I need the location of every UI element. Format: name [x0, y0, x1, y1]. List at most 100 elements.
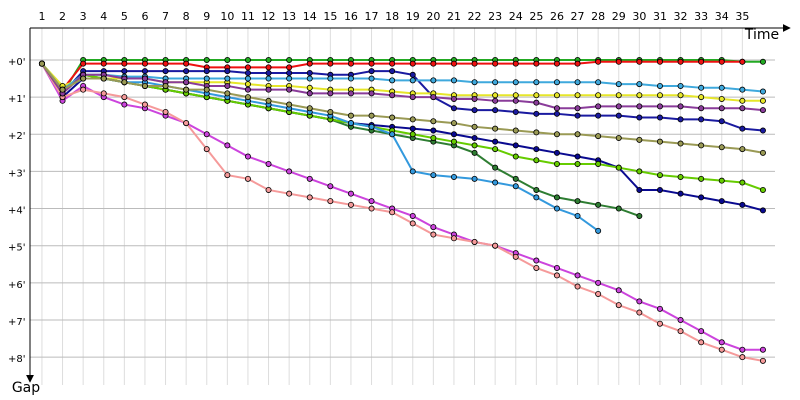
y-tick-label: +6' [8, 280, 26, 291]
data-point [244, 175, 251, 182]
data-point [718, 58, 725, 65]
data-point [203, 75, 210, 82]
data-point [553, 160, 560, 167]
data-point [368, 60, 375, 67]
y-tick-label: +0' [8, 57, 26, 68]
data-point [698, 105, 705, 112]
data-point [471, 107, 478, 114]
data-point [347, 75, 354, 82]
x-tick-label: 11 [241, 10, 255, 23]
data-point [512, 79, 519, 86]
data-point [141, 82, 148, 89]
data-point [121, 79, 128, 86]
data-point [265, 64, 272, 71]
x-tick-label: 29 [612, 10, 626, 23]
data-point [656, 320, 663, 327]
data-point [595, 92, 602, 99]
data-point [224, 90, 231, 97]
x-tick-label: 25 [529, 10, 543, 23]
x-tick-label: 17 [365, 10, 379, 23]
data-point [595, 201, 602, 208]
data-point [574, 283, 581, 290]
data-point [80, 86, 87, 93]
y-tick-label: +8' [8, 354, 26, 365]
data-point [141, 101, 148, 108]
data-point [615, 302, 622, 309]
data-point [389, 209, 396, 216]
data-point [698, 142, 705, 149]
data-point [244, 81, 251, 88]
x-tick-label: 19 [406, 10, 420, 23]
series-line [41, 63, 764, 132]
data-point [409, 60, 416, 67]
data-point [121, 101, 128, 108]
x-tick-label: 9 [203, 10, 210, 23]
data-point [244, 94, 251, 101]
data-point [739, 346, 746, 353]
data-point [244, 56, 251, 63]
data-point [759, 357, 766, 364]
data-point [286, 168, 293, 175]
x-tick-label: 32 [674, 10, 688, 23]
data-point [100, 60, 107, 67]
data-point [183, 60, 190, 67]
data-point [512, 60, 519, 67]
data-point [698, 84, 705, 91]
data-point [656, 138, 663, 145]
data-point [656, 305, 663, 312]
data-point [347, 201, 354, 208]
x-tick-label: 1 [38, 10, 45, 23]
data-point [512, 108, 519, 115]
data-point [574, 160, 581, 167]
data-point [677, 140, 684, 147]
data-point [286, 101, 293, 108]
data-point [389, 60, 396, 67]
data-point [677, 116, 684, 123]
x-tick-label: 12 [262, 10, 276, 23]
data-point [471, 60, 478, 67]
data-point [677, 316, 684, 323]
data-point [347, 190, 354, 197]
data-point [739, 179, 746, 186]
data-point [389, 131, 396, 138]
data-point [739, 58, 746, 65]
data-point [615, 58, 622, 65]
x-tick-label: 15 [323, 10, 337, 23]
series-line [41, 58, 763, 96]
data-point [471, 149, 478, 156]
data-point [430, 127, 437, 134]
y-tick-label: +7' [8, 317, 26, 328]
data-point [636, 81, 643, 88]
data-point [636, 136, 643, 143]
data-point [512, 183, 519, 190]
data-point [286, 56, 293, 63]
data-point [327, 75, 334, 82]
data-point [656, 172, 663, 179]
data-point [615, 134, 622, 141]
data-point [698, 94, 705, 101]
data-point [368, 68, 375, 75]
data-point [595, 58, 602, 65]
data-point [368, 90, 375, 97]
data-point [224, 172, 231, 179]
data-point [656, 114, 663, 121]
data-point [759, 58, 766, 65]
data-point [368, 112, 375, 119]
series-line [41, 63, 764, 154]
data-point [553, 105, 560, 112]
x-tick-label: 35 [735, 10, 749, 23]
data-point [306, 175, 313, 182]
data-point [389, 68, 396, 75]
data-point [739, 86, 746, 93]
data-point [327, 90, 334, 97]
data-point [203, 56, 210, 63]
data-point [595, 160, 602, 167]
data-point [450, 131, 457, 138]
data-point [450, 235, 457, 242]
data-point [656, 92, 663, 99]
data-point [183, 86, 190, 93]
data-point [718, 198, 725, 205]
series-line [41, 63, 640, 217]
data-point [759, 149, 766, 156]
data-point [265, 86, 272, 93]
